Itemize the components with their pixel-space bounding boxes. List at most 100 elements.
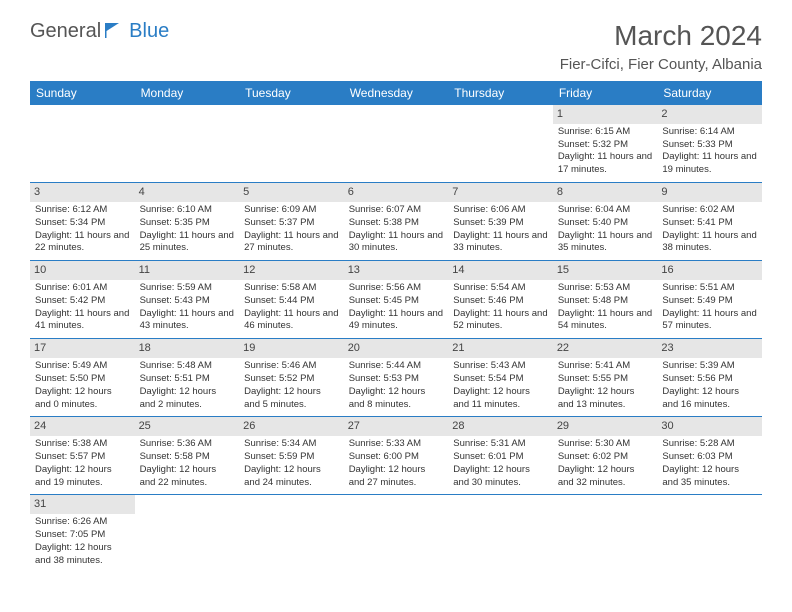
daylight-text: Daylight: 11 hours and 17 minutes. bbox=[558, 151, 653, 177]
sunset-text: Sunset: 5:50 PM bbox=[35, 373, 130, 386]
day-number: 1 bbox=[553, 105, 658, 124]
sunrise-text: Sunrise: 5:58 AM bbox=[244, 282, 339, 295]
daylight-text: Daylight: 12 hours and 32 minutes. bbox=[558, 464, 653, 490]
daylight-text: Daylight: 12 hours and 27 minutes. bbox=[349, 464, 444, 490]
sunrise-text: Sunrise: 6:12 AM bbox=[35, 204, 130, 217]
calendar-empty-cell bbox=[344, 495, 449, 573]
calendar-day-cell: 29Sunrise: 5:30 AMSunset: 6:02 PMDayligh… bbox=[553, 417, 658, 495]
calendar-week-row: 17Sunrise: 5:49 AMSunset: 5:50 PMDayligh… bbox=[30, 339, 762, 417]
calendar-day-cell: 25Sunrise: 5:36 AMSunset: 5:58 PMDayligh… bbox=[135, 417, 240, 495]
sunset-text: Sunset: 5:44 PM bbox=[244, 295, 339, 308]
calendar-day-cell: 16Sunrise: 5:51 AMSunset: 5:49 PMDayligh… bbox=[657, 261, 762, 339]
calendar-day-cell: 9Sunrise: 6:02 AMSunset: 5:41 PMDaylight… bbox=[657, 183, 762, 261]
calendar-empty-cell bbox=[448, 495, 553, 573]
sunrise-text: Sunrise: 5:54 AM bbox=[453, 282, 548, 295]
daylight-text: Daylight: 11 hours and 49 minutes. bbox=[349, 308, 444, 334]
weekday-header: Saturday bbox=[657, 81, 762, 105]
sunset-text: Sunset: 6:00 PM bbox=[349, 451, 444, 464]
sunrise-text: Sunrise: 6:14 AM bbox=[662, 126, 757, 139]
sunset-text: Sunset: 5:43 PM bbox=[140, 295, 235, 308]
calendar-empty-cell bbox=[239, 105, 344, 183]
calendar-day-cell: 18Sunrise: 5:48 AMSunset: 5:51 PMDayligh… bbox=[135, 339, 240, 417]
sunrise-text: Sunrise: 6:26 AM bbox=[35, 516, 130, 529]
sunset-text: Sunset: 5:55 PM bbox=[558, 373, 653, 386]
daylight-text: Daylight: 12 hours and 24 minutes. bbox=[244, 464, 339, 490]
calendar-empty-cell bbox=[553, 495, 658, 573]
sunrise-text: Sunrise: 5:39 AM bbox=[662, 360, 757, 373]
calendar-day-cell: 17Sunrise: 5:49 AMSunset: 5:50 PMDayligh… bbox=[30, 339, 135, 417]
daylight-text: Daylight: 12 hours and 19 minutes. bbox=[35, 464, 130, 490]
calendar-day-cell: 7Sunrise: 6:06 AMSunset: 5:39 PMDaylight… bbox=[448, 183, 553, 261]
sunrise-text: Sunrise: 5:38 AM bbox=[35, 438, 130, 451]
sunset-text: Sunset: 5:33 PM bbox=[662, 139, 757, 152]
sunset-text: Sunset: 6:01 PM bbox=[453, 451, 548, 464]
calendar-empty-cell bbox=[30, 105, 135, 183]
sunrise-text: Sunrise: 5:31 AM bbox=[453, 438, 548, 451]
daylight-text: Daylight: 11 hours and 43 minutes. bbox=[140, 308, 235, 334]
sunset-text: Sunset: 5:49 PM bbox=[662, 295, 757, 308]
calendar-day-cell: 19Sunrise: 5:46 AMSunset: 5:52 PMDayligh… bbox=[239, 339, 344, 417]
day-number: 30 bbox=[657, 417, 762, 436]
day-number: 31 bbox=[30, 495, 135, 514]
weekday-header: Monday bbox=[135, 81, 240, 105]
daylight-text: Daylight: 11 hours and 33 minutes. bbox=[453, 230, 548, 256]
day-number: 5 bbox=[239, 183, 344, 202]
sunrise-text: Sunrise: 5:59 AM bbox=[140, 282, 235, 295]
weekday-header: Friday bbox=[553, 81, 658, 105]
sunset-text: Sunset: 7:05 PM bbox=[35, 529, 130, 542]
day-number: 8 bbox=[553, 183, 658, 202]
sunrise-text: Sunrise: 5:43 AM bbox=[453, 360, 548, 373]
weekday-header: Sunday bbox=[30, 81, 135, 105]
sunset-text: Sunset: 5:51 PM bbox=[140, 373, 235, 386]
day-number: 10 bbox=[30, 261, 135, 280]
sunset-text: Sunset: 5:54 PM bbox=[453, 373, 548, 386]
calendar-day-cell: 28Sunrise: 5:31 AMSunset: 6:01 PMDayligh… bbox=[448, 417, 553, 495]
calendar-week-row: 3Sunrise: 6:12 AMSunset: 5:34 PMDaylight… bbox=[30, 183, 762, 261]
daylight-text: Daylight: 11 hours and 52 minutes. bbox=[453, 308, 548, 334]
day-number: 13 bbox=[344, 261, 449, 280]
calendar-empty-cell bbox=[657, 495, 762, 573]
calendar-day-cell: 12Sunrise: 5:58 AMSunset: 5:44 PMDayligh… bbox=[239, 261, 344, 339]
daylight-text: Daylight: 11 hours and 41 minutes. bbox=[35, 308, 130, 334]
location: Fier-Cifci, Fier County, Albania bbox=[560, 56, 762, 73]
day-number: 15 bbox=[553, 261, 658, 280]
sunrise-text: Sunrise: 5:48 AM bbox=[140, 360, 235, 373]
title-block: March 2024 Fier-Cifci, Fier County, Alba… bbox=[560, 20, 762, 73]
sunset-text: Sunset: 5:42 PM bbox=[35, 295, 130, 308]
logo-text-blue: Blue bbox=[129, 20, 169, 43]
sunset-text: Sunset: 5:59 PM bbox=[244, 451, 339, 464]
weekday-header: Tuesday bbox=[239, 81, 344, 105]
calendar-day-cell: 23Sunrise: 5:39 AMSunset: 5:56 PMDayligh… bbox=[657, 339, 762, 417]
calendar-day-cell: 2Sunrise: 6:14 AMSunset: 5:33 PMDaylight… bbox=[657, 105, 762, 183]
sunset-text: Sunset: 5:32 PM bbox=[558, 139, 653, 152]
sunset-text: Sunset: 5:45 PM bbox=[349, 295, 444, 308]
daylight-text: Daylight: 11 hours and 30 minutes. bbox=[349, 230, 444, 256]
weekday-header: Wednesday bbox=[344, 81, 449, 105]
calendar-day-cell: 15Sunrise: 5:53 AMSunset: 5:48 PMDayligh… bbox=[553, 261, 658, 339]
daylight-text: Daylight: 11 hours and 19 minutes. bbox=[662, 151, 757, 177]
sunset-text: Sunset: 5:52 PM bbox=[244, 373, 339, 386]
daylight-text: Daylight: 11 hours and 46 minutes. bbox=[244, 308, 339, 334]
calendar-day-cell: 20Sunrise: 5:44 AMSunset: 5:53 PMDayligh… bbox=[344, 339, 449, 417]
daylight-text: Daylight: 12 hours and 38 minutes. bbox=[35, 542, 130, 568]
sunset-text: Sunset: 5:57 PM bbox=[35, 451, 130, 464]
daylight-text: Daylight: 12 hours and 13 minutes. bbox=[558, 386, 653, 412]
sunset-text: Sunset: 5:34 PM bbox=[35, 217, 130, 230]
day-number: 18 bbox=[135, 339, 240, 358]
daylight-text: Daylight: 12 hours and 0 minutes. bbox=[35, 386, 130, 412]
sunrise-text: Sunrise: 5:53 AM bbox=[558, 282, 653, 295]
sunrise-text: Sunrise: 6:06 AM bbox=[453, 204, 548, 217]
flag-icon bbox=[105, 20, 127, 43]
daylight-text: Daylight: 12 hours and 35 minutes. bbox=[662, 464, 757, 490]
sunrise-text: Sunrise: 5:56 AM bbox=[349, 282, 444, 295]
calendar-day-cell: 4Sunrise: 6:10 AMSunset: 5:35 PMDaylight… bbox=[135, 183, 240, 261]
sunset-text: Sunset: 5:56 PM bbox=[662, 373, 757, 386]
day-number: 20 bbox=[344, 339, 449, 358]
sunset-text: Sunset: 5:46 PM bbox=[453, 295, 548, 308]
weekday-header-row: SundayMondayTuesdayWednesdayThursdayFrid… bbox=[30, 81, 762, 105]
day-number: 27 bbox=[344, 417, 449, 436]
sunrise-text: Sunrise: 6:01 AM bbox=[35, 282, 130, 295]
calendar-empty-cell bbox=[239, 495, 344, 573]
day-number: 25 bbox=[135, 417, 240, 436]
daylight-text: Daylight: 11 hours and 35 minutes. bbox=[558, 230, 653, 256]
